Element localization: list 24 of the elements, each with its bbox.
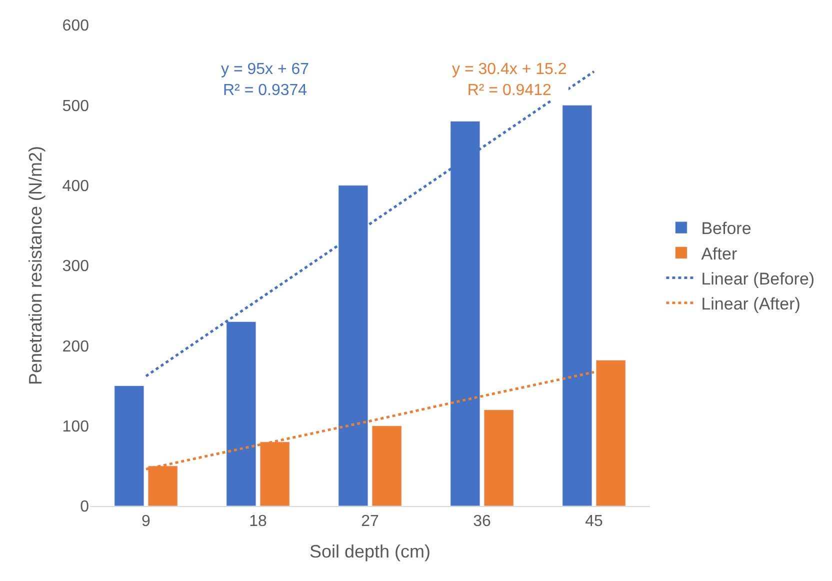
bar (372, 426, 402, 506)
y-tick-label: 600 (62, 18, 90, 35)
legend-label: Before (701, 219, 752, 238)
legend-label: After (701, 244, 738, 264)
y-tick-label: 400 (62, 178, 90, 195)
y-tick-label: 100 (62, 418, 90, 436)
x-tick-label: 36 (473, 513, 491, 530)
x-tick-label: 18 (249, 513, 267, 530)
x-axis-title: Soil depth (cm) (309, 541, 431, 562)
legend-label: Linear (Before) (701, 269, 815, 288)
bar (484, 410, 514, 506)
x-tick-label: 45 (585, 513, 603, 530)
y-tick-label: 0 (80, 498, 90, 516)
y-tick-label: 300 (62, 258, 90, 276)
x-tick-label: 27 (361, 513, 379, 530)
y-tick-label: 200 (62, 338, 90, 356)
bar (114, 386, 144, 506)
y-tick-label: 500 (62, 98, 90, 115)
annotation: y = 95x + 67 R² = 0.9374 (221, 61, 310, 99)
y-axis-title: Penetration resistance (N/m2) (25, 146, 46, 386)
annotation: y = 30.4x + 15.2 R² = 0.9412 (452, 61, 567, 99)
x-tick-label: 9 (142, 513, 151, 530)
bar (562, 104, 592, 506)
legend-label: Linear (After) (701, 294, 800, 314)
